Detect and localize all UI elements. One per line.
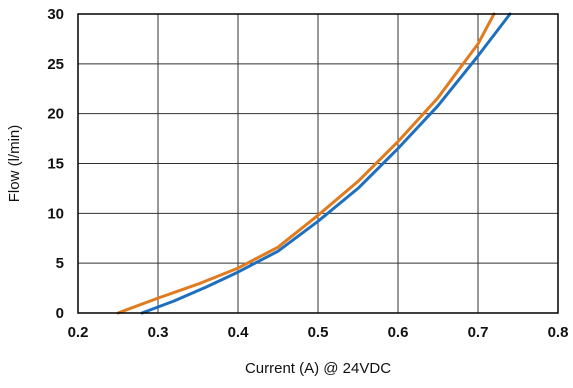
x-tick-label: 0.3	[148, 324, 169, 341]
series-group	[116, 12, 512, 315]
grid	[77, 13, 559, 314]
series-line-2	[140, 12, 512, 315]
x-tick-label: 0.7	[468, 324, 489, 341]
x-axis-title: Current (A) @ 24VDC	[245, 360, 391, 377]
plot-frame	[77, 13, 559, 314]
y-tick-label: 0	[56, 305, 64, 322]
y-tick-label: 5	[56, 255, 64, 272]
x-tick-label: 0.4	[228, 324, 250, 341]
x-tick-label: 0.2	[68, 324, 89, 341]
y-tick-label: 25	[47, 56, 64, 73]
y-tick-label: 20	[47, 106, 64, 123]
x-tick-label: 0.5	[308, 324, 329, 341]
series-line-1	[116, 12, 496, 315]
y-tick-label: 15	[47, 156, 64, 173]
y-tick-label: 30	[47, 6, 64, 23]
tick-labels: 0.2 0.3 0.4 0.5 0.6 0.7 0.8 0 5 10 15 20 25 30	[47, 6, 568, 341]
x-tick-label: 0.6	[388, 324, 409, 341]
y-tick-label: 10	[47, 205, 64, 222]
x-tick-label: 0.8	[548, 324, 569, 341]
y-axis-title: Flow (l/min)	[6, 125, 23, 203]
